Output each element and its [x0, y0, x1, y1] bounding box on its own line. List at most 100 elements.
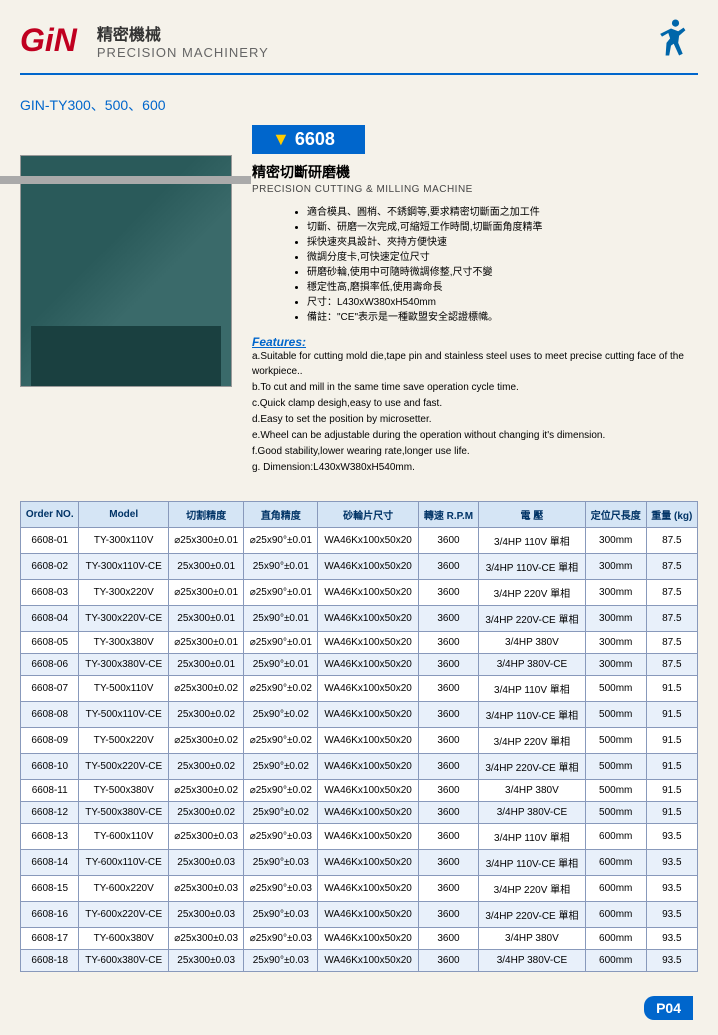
- catalog-page: GiN 精密機械 PRECISION MACHINERY GIN-TY300、5…: [0, 0, 718, 1035]
- table-cell: ⌀25x90°±0.03: [244, 876, 318, 902]
- table-column-header: 電 壓: [478, 502, 585, 528]
- features-label: Features:: [252, 335, 698, 349]
- table-row: 6608-08TY-500x110V-CE25x300±0.0225x90°±0…: [21, 702, 698, 728]
- table-cell: 25x90°±0.03: [244, 902, 318, 928]
- table-cell: 300mm: [585, 580, 646, 606]
- table-cell: 3600: [418, 902, 478, 928]
- product-title-en: PRECISION CUTTING & MILLING MACHINE: [252, 184, 698, 195]
- table-row: 6608-10TY-500x220V-CE25x300±0.0225x90°±0…: [21, 754, 698, 780]
- table-cell: 25x300±0.01: [168, 606, 243, 632]
- table-row: 6608-02TY-300x110V-CE25x300±0.0125x90°±0…: [21, 554, 698, 580]
- table-cell: ⌀25x300±0.03: [168, 876, 243, 902]
- table-row: 6608-18TY-600x380V-CE25x300±0.0325x90°±0…: [21, 950, 698, 972]
- feature-en-item: d.Easy to set the position by microsette…: [252, 412, 698, 427]
- table-cell: 93.5: [646, 902, 697, 928]
- table-cell: 25x90°±0.01: [244, 606, 318, 632]
- table-cell: 87.5: [646, 580, 697, 606]
- page-header: GiN 精密機械 PRECISION MACHINERY: [20, 15, 698, 75]
- table-cell: 93.5: [646, 876, 697, 902]
- table-cell: 3/4HP 110V 單相: [478, 824, 585, 850]
- feature-en-item: g. Dimension:L430xW380xH540mm.: [252, 460, 698, 475]
- table-cell: ⌀25x90°±0.02: [244, 780, 318, 802]
- product-details: 6608 精密切斷研磨機 PRECISION CUTTING & MILLING…: [252, 125, 698, 476]
- table-cell: 3600: [418, 876, 478, 902]
- table-cell: ⌀25x300±0.01: [168, 580, 243, 606]
- table-cell: 25x90°±0.02: [244, 754, 318, 780]
- feature-en-item: f.Good stability,lower wearing rate,long…: [252, 444, 698, 459]
- table-cell: ⌀25x300±0.01: [168, 632, 243, 654]
- bullet-cn-item: 微調分度卡,可快速定位尺寸: [307, 250, 698, 265]
- table-cell: 300mm: [585, 554, 646, 580]
- table-row: 6608-12TY-500x380V-CE25x300±0.0225x90°±0…: [21, 802, 698, 824]
- table-cell: 25x300±0.02: [168, 702, 243, 728]
- table-cell: 600mm: [585, 950, 646, 972]
- product-image: [20, 155, 232, 387]
- table-cell: 25x300±0.01: [168, 654, 243, 676]
- product-title-cn: 精密切斷研磨機: [252, 162, 698, 182]
- table-cell: 3600: [418, 802, 478, 824]
- header-title-en: PRECISION MACHINERY: [97, 45, 269, 60]
- table-cell: WA46Kx100x50x20: [318, 802, 419, 824]
- table-cell: WA46Kx100x50x20: [318, 824, 419, 850]
- table-cell: ⌀25x300±0.02: [168, 676, 243, 702]
- table-cell: 3600: [418, 632, 478, 654]
- table-cell: WA46Kx100x50x20: [318, 528, 419, 554]
- table-cell: WA46Kx100x50x20: [318, 754, 419, 780]
- table-cell: 3/4HP 380V-CE: [478, 802, 585, 824]
- table-cell: 6608-05: [21, 632, 79, 654]
- product-overview: 6608 精密切斷研磨機 PRECISION CUTTING & MILLING…: [20, 125, 698, 476]
- bullet-cn-item: 尺寸：L430xW380xH540mm: [307, 295, 698, 310]
- table-cell: 3600: [418, 950, 478, 972]
- table-cell: ⌀25x300±0.01: [168, 528, 243, 554]
- table-cell: 6608-06: [21, 654, 79, 676]
- table-cell: 25x90°±0.02: [244, 702, 318, 728]
- table-cell: 25x90°±0.02: [244, 802, 318, 824]
- table-cell: 6608-01: [21, 528, 79, 554]
- table-cell: 93.5: [646, 928, 697, 950]
- table-column-header: 重量 (kg): [646, 502, 697, 528]
- table-cell: WA46Kx100x50x20: [318, 654, 419, 676]
- table-cell: 3/4HP 220V-CE 單相: [478, 902, 585, 928]
- table-cell: 3600: [418, 528, 478, 554]
- table-cell: TY-500x380V: [79, 780, 168, 802]
- table-cell: TY-500x380V-CE: [79, 802, 168, 824]
- table-row: 6608-17TY-600x380V⌀25x300±0.03⌀25x90°±0.…: [21, 928, 698, 950]
- table-cell: 25x300±0.02: [168, 754, 243, 780]
- table-cell: 3/4HP 220V 單相: [478, 876, 585, 902]
- table-cell: 6608-03: [21, 580, 79, 606]
- table-cell: 91.5: [646, 728, 697, 754]
- table-cell: TY-300x380V-CE: [79, 654, 168, 676]
- table-cell: TY-600x110V: [79, 824, 168, 850]
- table-column-header: 直角精度: [244, 502, 318, 528]
- table-cell: ⌀25x90°±0.02: [244, 728, 318, 754]
- table-cell: TY-500x220V: [79, 728, 168, 754]
- table-cell: TY-600x220V-CE: [79, 902, 168, 928]
- bullet-cn-item: 採快速夾具設計、夾持方便快速: [307, 235, 698, 250]
- table-cell: 3600: [418, 580, 478, 606]
- product-code-badge: 6608: [252, 125, 365, 154]
- table-cell: WA46Kx100x50x20: [318, 850, 419, 876]
- table-cell: 300mm: [585, 654, 646, 676]
- table-row: 6608-09TY-500x220V⌀25x300±0.02⌀25x90°±0.…: [21, 728, 698, 754]
- table-cell: 87.5: [646, 606, 697, 632]
- table-cell: TY-500x220V-CE: [79, 754, 168, 780]
- table-cell: TY-300x220V: [79, 580, 168, 606]
- table-cell: 3/4HP 110V-CE 單相: [478, 850, 585, 876]
- table-row: 6608-15TY-600x220V⌀25x300±0.03⌀25x90°±0.…: [21, 876, 698, 902]
- table-column-header: 砂輪片尺寸: [318, 502, 419, 528]
- table-column-header: Order NO.: [21, 502, 79, 528]
- table-cell: 6608-08: [21, 702, 79, 728]
- table-cell: 3/4HP 380V: [478, 928, 585, 950]
- table-cell: 91.5: [646, 676, 697, 702]
- table-cell: 25x90°±0.03: [244, 950, 318, 972]
- table-cell: 3/4HP 380V-CE: [478, 950, 585, 972]
- runner-icon: [653, 15, 698, 65]
- table-cell: 6608-18: [21, 950, 79, 972]
- table-cell: 93.5: [646, 824, 697, 850]
- table-cell: 3/4HP 110V 單相: [478, 528, 585, 554]
- table-cell: TY-600x220V: [79, 876, 168, 902]
- bullet-cn-item: 研磨砂輪,使用中可隨時微調修整,尺寸不變: [307, 265, 698, 280]
- table-cell: ⌀25x300±0.03: [168, 928, 243, 950]
- table-cell: 25x300±0.03: [168, 950, 243, 972]
- table-cell: 91.5: [646, 702, 697, 728]
